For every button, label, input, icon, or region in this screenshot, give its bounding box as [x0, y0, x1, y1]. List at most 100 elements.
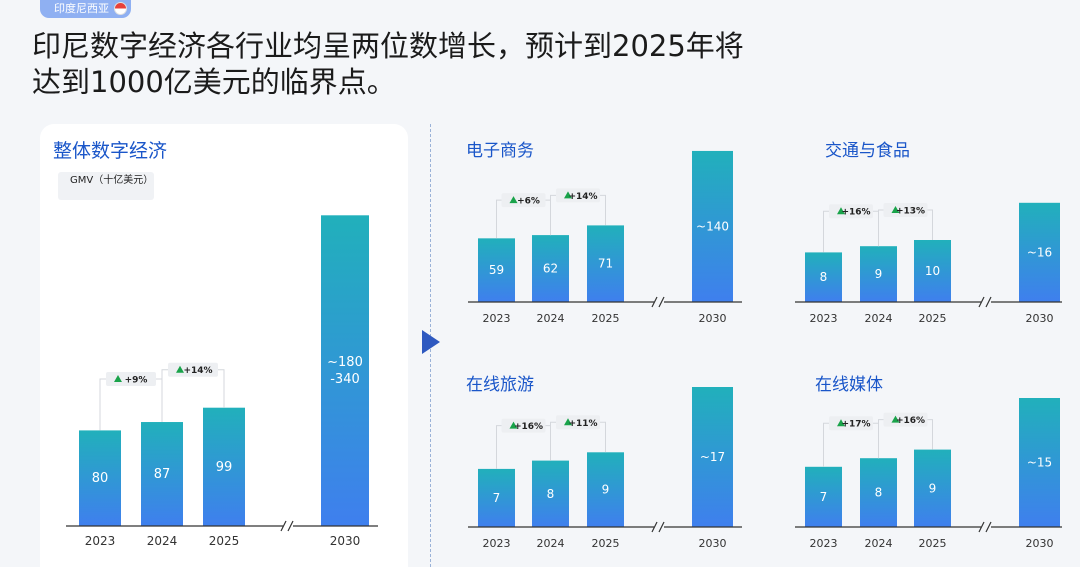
value-label-3-2030: ~17: [700, 450, 725, 464]
year-label-3-2023: 2023: [483, 537, 511, 550]
year-label-3-2024: 2024: [537, 537, 565, 550]
title-line-2: 达到1000亿美元的临界点。: [32, 65, 396, 99]
bar-4-2030: [1019, 398, 1060, 527]
chart-title-online-media: 在线媒体: [815, 375, 883, 395]
year-label-1-2023: 2023: [483, 312, 511, 325]
country-tag: 印度尼西亚: [40, 0, 131, 18]
page-title: 印尼数字经济各行业均呈两位数增长，预计到2025年将 达到1000亿美元的临界点…: [32, 28, 932, 100]
bar-1-2024: [532, 235, 569, 302]
bar-1-2025: [587, 225, 624, 302]
value-label-4-2025: 9: [929, 481, 937, 495]
bar-2-2023: [805, 252, 842, 302]
value-label-0-2023: 80: [92, 471, 109, 486]
growth-up-icon-1-0: [509, 196, 518, 204]
bar-2-2024: [860, 246, 897, 302]
growth-label-0-0: +9%: [125, 376, 148, 386]
bar-0-2025: [203, 407, 245, 526]
title-line-1: 印尼数字经济各行业均呈两位数增长，预计到2025年将: [32, 29, 744, 63]
bar-2-2025: [914, 240, 951, 302]
bar-3-2030: [692, 387, 733, 527]
growth-badge-3-0: [501, 418, 546, 433]
year-label-0-2030: 2030: [330, 534, 361, 548]
axis-break-a-3: [651, 521, 658, 533]
axis-break-b-3: [658, 521, 665, 533]
value-label-0-2030-1: -340: [330, 372, 360, 387]
growth-badge-3-1: [556, 415, 600, 430]
year-label-1-2030: 2030: [699, 312, 727, 325]
value-label-2-2025: 10: [925, 264, 940, 278]
country-tag-label: 印度尼西亚: [54, 2, 109, 15]
value-label-1-2023: 59: [489, 263, 504, 277]
year-label-3-2025: 2025: [592, 537, 620, 550]
value-label-2-2030: ~16: [1027, 245, 1052, 259]
bar-4-2024: [860, 458, 897, 527]
axis-break-b-4: [985, 521, 992, 533]
year-label-1-2024: 2024: [537, 312, 565, 325]
growth-label-4-1: +16%: [896, 416, 925, 426]
year-label-4-2025: 2025: [919, 537, 947, 550]
growth-badge-0-0: [106, 372, 156, 387]
value-label-1-2025: 71: [598, 257, 613, 271]
value-label-3-2023: 7: [493, 491, 501, 505]
axis-break-a-1: [651, 296, 658, 308]
value-label-2-2023: 8: [820, 270, 828, 284]
value-label-0-2025: 99: [216, 460, 233, 475]
growth-label-3-0: +16%: [514, 422, 543, 432]
bar-0-2030: [321, 215, 369, 527]
year-label-2-2030: 2030: [1026, 312, 1054, 325]
value-label-0-2030-0: ~180: [327, 355, 363, 370]
value-label-3-2024: 8: [547, 487, 555, 501]
year-label-2-2023: 2023: [810, 312, 838, 325]
growth-badge-0-1: [168, 362, 218, 377]
bar-4-2023: [805, 466, 842, 527]
axis-break-a-0: [280, 520, 287, 532]
value-label-1-2024: 62: [543, 262, 558, 276]
year-label-0-2024: 2024: [147, 534, 178, 548]
growth-up-icon-1-1: [564, 191, 572, 199]
year-label-2-2024: 2024: [865, 312, 893, 325]
chart-title-online-travel: 在线旅游: [466, 375, 534, 395]
value-label-4-2030: ~15: [1027, 456, 1052, 470]
indonesia-flag-icon: [114, 2, 127, 15]
value-label-1-2030: ~140: [696, 219, 729, 233]
axis-break-a-2: [978, 296, 985, 308]
growth-up-icon-3-0: [509, 421, 518, 429]
year-label-4-2030: 2030: [1026, 537, 1054, 550]
chart-title-transport-food: 交通与食品: [825, 141, 910, 161]
year-label-3-2030: 2030: [699, 537, 727, 550]
value-label-3-2025: 9: [602, 483, 610, 497]
year-label-0-2023: 2023: [85, 534, 116, 548]
chart-title-ecommerce: 电子商务: [466, 141, 534, 161]
growth-badge-2-1: [883, 203, 928, 217]
growth-label-0-1: +14%: [183, 366, 212, 376]
bar-2-2030: [1019, 202, 1060, 302]
growth-label-1-0: +6%: [517, 197, 540, 207]
chart-title-overall: 整体数字经济: [53, 140, 168, 162]
bar-0-2024: [141, 422, 183, 526]
growth-up-icon-0-1: [176, 365, 184, 373]
growth-up-icon-2-1: [891, 206, 900, 213]
growth-up-icon-0-0: [114, 375, 122, 383]
year-label-2-2025: 2025: [919, 312, 947, 325]
axis-break-a-4: [978, 521, 985, 533]
gmv-unit-label: GMV（十亿美元）: [58, 172, 154, 200]
year-label-0-2025: 2025: [209, 534, 240, 548]
value-label-0-2024: 87: [154, 467, 171, 482]
value-label-2-2024: 9: [875, 267, 883, 281]
growth-up-icon-4-1: [891, 415, 900, 423]
growth-label-3-1: +11%: [568, 419, 597, 429]
bar-4-2025: [914, 449, 951, 527]
growth-up-icon-2-0: [837, 207, 845, 215]
growth-badge-1-0: [501, 193, 546, 208]
bar-3-2023: [478, 468, 515, 527]
growth-badge-4-0: [829, 416, 873, 431]
axis-break-b-0: [287, 520, 294, 532]
growth-up-icon-3-1: [564, 418, 572, 426]
axis-break-b-1: [658, 296, 665, 308]
bar-0-2023: [79, 430, 121, 526]
growth-label-4-0: +17%: [841, 420, 870, 430]
bar-3-2024: [532, 460, 569, 527]
year-label-4-2024: 2024: [865, 537, 893, 550]
growth-label-1-1: +14%: [568, 192, 597, 202]
